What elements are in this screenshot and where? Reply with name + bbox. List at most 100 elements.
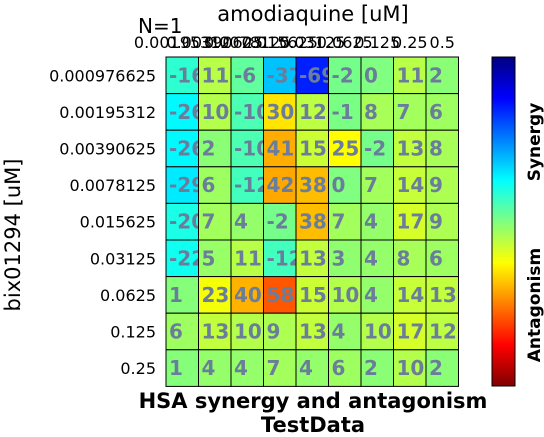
x-tick-label: 0.0625 xyxy=(317,33,373,52)
cell-value-label: 6 xyxy=(429,246,443,270)
cell-value-label: 1 xyxy=(169,356,183,380)
cell-value-label: 9 xyxy=(429,173,443,197)
cell-value-label: 38 xyxy=(299,173,327,197)
cell-value-label: 9 xyxy=(429,210,443,234)
cell-value-label: 1 xyxy=(169,283,183,307)
x-tick-label: 0.00390625 xyxy=(166,33,263,52)
cell-value-label: 10 xyxy=(202,100,230,124)
cell-value-label: 10 xyxy=(364,320,392,344)
heatmap-cell xyxy=(165,239,199,278)
cell-value-label: 12 xyxy=(299,100,327,124)
heatmap-cell xyxy=(230,202,264,241)
cell-value-label: 7 xyxy=(202,210,216,234)
cell-value-label: 8 xyxy=(429,137,443,161)
heatmap-cell xyxy=(263,349,297,387)
cell-value-label: 7 xyxy=(397,100,411,124)
cell-value-label: 4 xyxy=(299,356,313,380)
cell-value-label: 42 xyxy=(267,173,295,197)
heatmap-cell xyxy=(295,202,329,241)
cell-value-label: 10 xyxy=(332,283,360,307)
heatmap-cell xyxy=(230,166,264,204)
heatmap-cell xyxy=(360,239,394,278)
cell-value-label: 30 xyxy=(267,100,295,124)
heatmap-cell xyxy=(165,312,199,351)
x-axis-label: amodiaquine [uM] xyxy=(217,2,408,26)
heatmap-cell xyxy=(360,349,394,387)
colorbar-top-label: Synergy xyxy=(525,103,544,182)
cell-value-label: 11 xyxy=(397,63,425,87)
cell-value-label: 23 xyxy=(202,283,230,307)
cell-value-label: 11 xyxy=(202,63,230,87)
heatmap-cell xyxy=(328,129,362,168)
cell-value-label: 4 xyxy=(364,246,378,270)
cell-value-label: 6 xyxy=(332,356,346,380)
heatmap-cell xyxy=(425,93,459,131)
cell-value-label: 38 xyxy=(299,210,327,234)
cell-value-label: 10 xyxy=(234,320,262,344)
heatmap-cell xyxy=(360,93,394,131)
heatmap-cell xyxy=(263,312,297,351)
heatmap-cell xyxy=(230,93,264,131)
cell-value-label: 7 xyxy=(332,210,346,234)
heatmap-cell xyxy=(230,239,264,278)
heatmap-cell xyxy=(295,276,329,314)
cell-value-label: 2 xyxy=(202,137,216,161)
heatmap-cell xyxy=(230,312,264,351)
cell-value-label: 10 xyxy=(397,356,425,380)
cell-value-label: -6 xyxy=(234,63,256,87)
heatmap-cell xyxy=(393,93,427,131)
cell-value-label: -2 xyxy=(364,137,386,161)
y-tick-labels: 0.000976625 0.00195312 0.00390625 0.0078125… xyxy=(49,66,156,378)
heatmap-cell xyxy=(198,129,232,168)
heatmap-cell xyxy=(328,312,362,351)
y-tick-label: 0.00390625 xyxy=(59,140,156,159)
heatmap-cell xyxy=(328,276,362,314)
cell-value-label: 4 xyxy=(234,210,248,234)
cell-value-label: -1 xyxy=(332,100,354,124)
x-tick-labels: 0.001953120.003906250.00781250.0156250.0… xyxy=(134,33,455,52)
cell-value-label: 14 xyxy=(397,173,425,197)
heatmap-cell xyxy=(425,312,459,351)
heatmap-cell xyxy=(230,276,264,314)
heatmap-cell xyxy=(425,276,459,314)
cell-value-label: 2 xyxy=(429,63,443,87)
cell-value-label: 11 xyxy=(234,246,262,270)
heatmap-cell xyxy=(425,202,459,241)
cell-value-label: 13 xyxy=(429,283,457,307)
x-tick-label: 0.00195312 xyxy=(134,33,231,52)
cell-value-label: 0 xyxy=(332,173,346,197)
heatmap-cell xyxy=(360,312,394,351)
cell-value-label: 58 xyxy=(267,283,295,307)
x-tick-label: 0.125 xyxy=(354,33,400,52)
heatmap-cell xyxy=(198,312,232,351)
y-tick-label: 0.0078125 xyxy=(69,176,156,195)
chart-subtitle: TestData xyxy=(261,413,365,437)
cell-value-label: 15 xyxy=(299,283,327,307)
cell-value-label: 7 xyxy=(267,356,281,380)
heatmap-cell xyxy=(263,276,297,314)
cell-value-label: 6 xyxy=(202,173,216,197)
cell-value-label: 41 xyxy=(267,137,295,161)
y-tick-label: 0.25 xyxy=(120,359,156,378)
heatmap-cell xyxy=(295,349,329,387)
x-tick-label: 0.25 xyxy=(392,33,428,52)
heatmap-cell xyxy=(328,93,362,131)
heatmap-cell xyxy=(198,93,232,131)
cell-value-label: 13 xyxy=(202,320,230,344)
cell-value-label: -2 xyxy=(267,210,289,234)
cell-value-label: 13 xyxy=(397,137,425,161)
cell-value-label: 4 xyxy=(202,356,216,380)
cell-value-label: 4 xyxy=(364,283,378,307)
cell-value-label: 4 xyxy=(364,210,378,234)
x-tick-label: 0.03125 xyxy=(279,33,345,52)
heatmap-cell xyxy=(165,129,199,168)
cell-value-label: 2 xyxy=(364,356,378,380)
y-tick-label: 0.0625 xyxy=(100,286,156,305)
y-tick-label: 0.03125 xyxy=(90,249,156,268)
y-tick-label: 0.00195312 xyxy=(59,103,156,122)
cell-value-label: 13 xyxy=(299,246,327,270)
cell-value-label: 6 xyxy=(429,100,443,124)
cell-value-label: 25 xyxy=(332,137,360,161)
cell-value-label: 40 xyxy=(234,283,262,307)
